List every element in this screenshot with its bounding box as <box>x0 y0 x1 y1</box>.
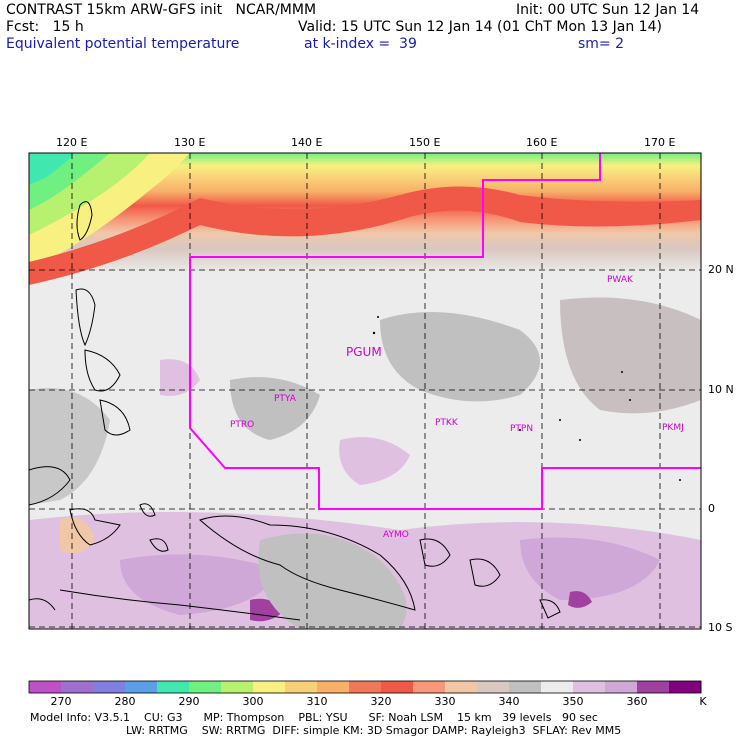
station-aymo: AYMO <box>383 530 409 540</box>
colorbar-swatch <box>445 681 478 693</box>
colorbar-swatch <box>637 681 670 693</box>
shaded-field <box>29 153 701 629</box>
colorbar-swatch <box>253 681 286 693</box>
colorbar-swatch <box>381 681 414 693</box>
station-ptpn: PTPN <box>510 424 533 434</box>
coastlines <box>28 201 561 621</box>
station-ptro: PTRO <box>230 420 254 430</box>
map-frame <box>28 152 702 630</box>
lon-label-140e: 140 E <box>291 136 323 149</box>
colorbar-swatch <box>189 681 222 693</box>
colorbar-label-360: 360 <box>626 695 648 708</box>
colorbar-swatch <box>157 681 190 693</box>
colorbar-swatch <box>605 681 638 693</box>
lat-label-10s: 10 S <box>708 621 733 634</box>
colorbar <box>29 681 702 693</box>
lon-label-120e: 120 E <box>56 136 88 149</box>
lat-label-20n: 20 N <box>708 263 734 276</box>
colorbar-swatch <box>413 681 446 693</box>
colorbar-label-290: 290 <box>178 695 200 708</box>
lat-label-0: 0 <box>708 502 715 515</box>
colorbar-swatch <box>669 681 702 693</box>
station-labels: PWAK PGUM PTYA PTRO PTKK PTPN PKMJ AYMO <box>230 275 684 540</box>
colorbar-swatch <box>573 681 606 693</box>
colorbar-swatch <box>29 681 62 693</box>
colorbar-swatch <box>285 681 318 693</box>
station-pwak: PWAK <box>607 275 634 285</box>
colorbar-label-340: 340 <box>498 695 520 708</box>
colorbar-label-300: 300 <box>242 695 264 708</box>
colorbar-unit: K <box>699 695 707 708</box>
lon-label-130e: 130 E <box>174 136 206 149</box>
model-title: CONTRAST 15km ARW-GFS init NCAR/MMM <box>6 2 317 18</box>
model-info: Model Info: V3.5.1 CU: G3 MP: Thompson P… <box>30 711 598 724</box>
lat-label-10n: 10 N <box>708 383 734 396</box>
colorbar-swatch <box>477 681 510 693</box>
colorbar-label-350: 350 <box>562 695 584 708</box>
fir-boundary-line-south <box>189 257 701 510</box>
colorbar-swatch <box>61 681 94 693</box>
station-pkmj: PKMJ <box>662 423 684 433</box>
colorbar-swatch <box>541 681 574 693</box>
forecast-hour: Fcst: 15 h <box>6 19 84 35</box>
valid-time: Valid: 15 UTC Sun 12 Jan 14 (01 ChT Mon … <box>298 19 662 35</box>
smoothing: sm= 2 <box>578 36 625 52</box>
station-pgum: PGUM <box>346 345 382 359</box>
colorbar-swatch <box>509 681 542 693</box>
fir-boundary-line <box>190 153 601 258</box>
level-index: at k-index = 39 <box>304 36 417 52</box>
lon-label-150e: 150 E <box>409 136 441 149</box>
colorbar-label-310: 310 <box>306 695 328 708</box>
lon-label-170e: 170 E <box>644 136 676 149</box>
colorbar-swatch <box>93 681 126 693</box>
station-ptya: PTYA <box>274 394 297 404</box>
colorbar-label-280: 280 <box>114 695 136 708</box>
colorbar-frame <box>28 680 702 694</box>
small-islands <box>372 316 681 481</box>
field-name: Equivalent potential temperature <box>6 36 240 52</box>
colorbar-swatch <box>317 681 350 693</box>
init-time: Init: 00 UTC Sun 12 Jan 14 <box>516 2 700 18</box>
colorbar-swatch <box>221 681 254 693</box>
colorbar-swatch <box>349 681 382 693</box>
colorbar-swatch <box>125 681 158 693</box>
colorbar-label-320: 320 <box>370 695 392 708</box>
physics-info: LW: RRTMG SW: RRTMG DIFF: simple KM: 3D … <box>126 724 622 737</box>
colorbar-label-270: 270 <box>50 695 72 708</box>
lon-label-160e: 160 E <box>526 136 558 149</box>
colorbar-label-330: 330 <box>434 695 456 708</box>
station-ptkk: PTKK <box>435 418 459 428</box>
